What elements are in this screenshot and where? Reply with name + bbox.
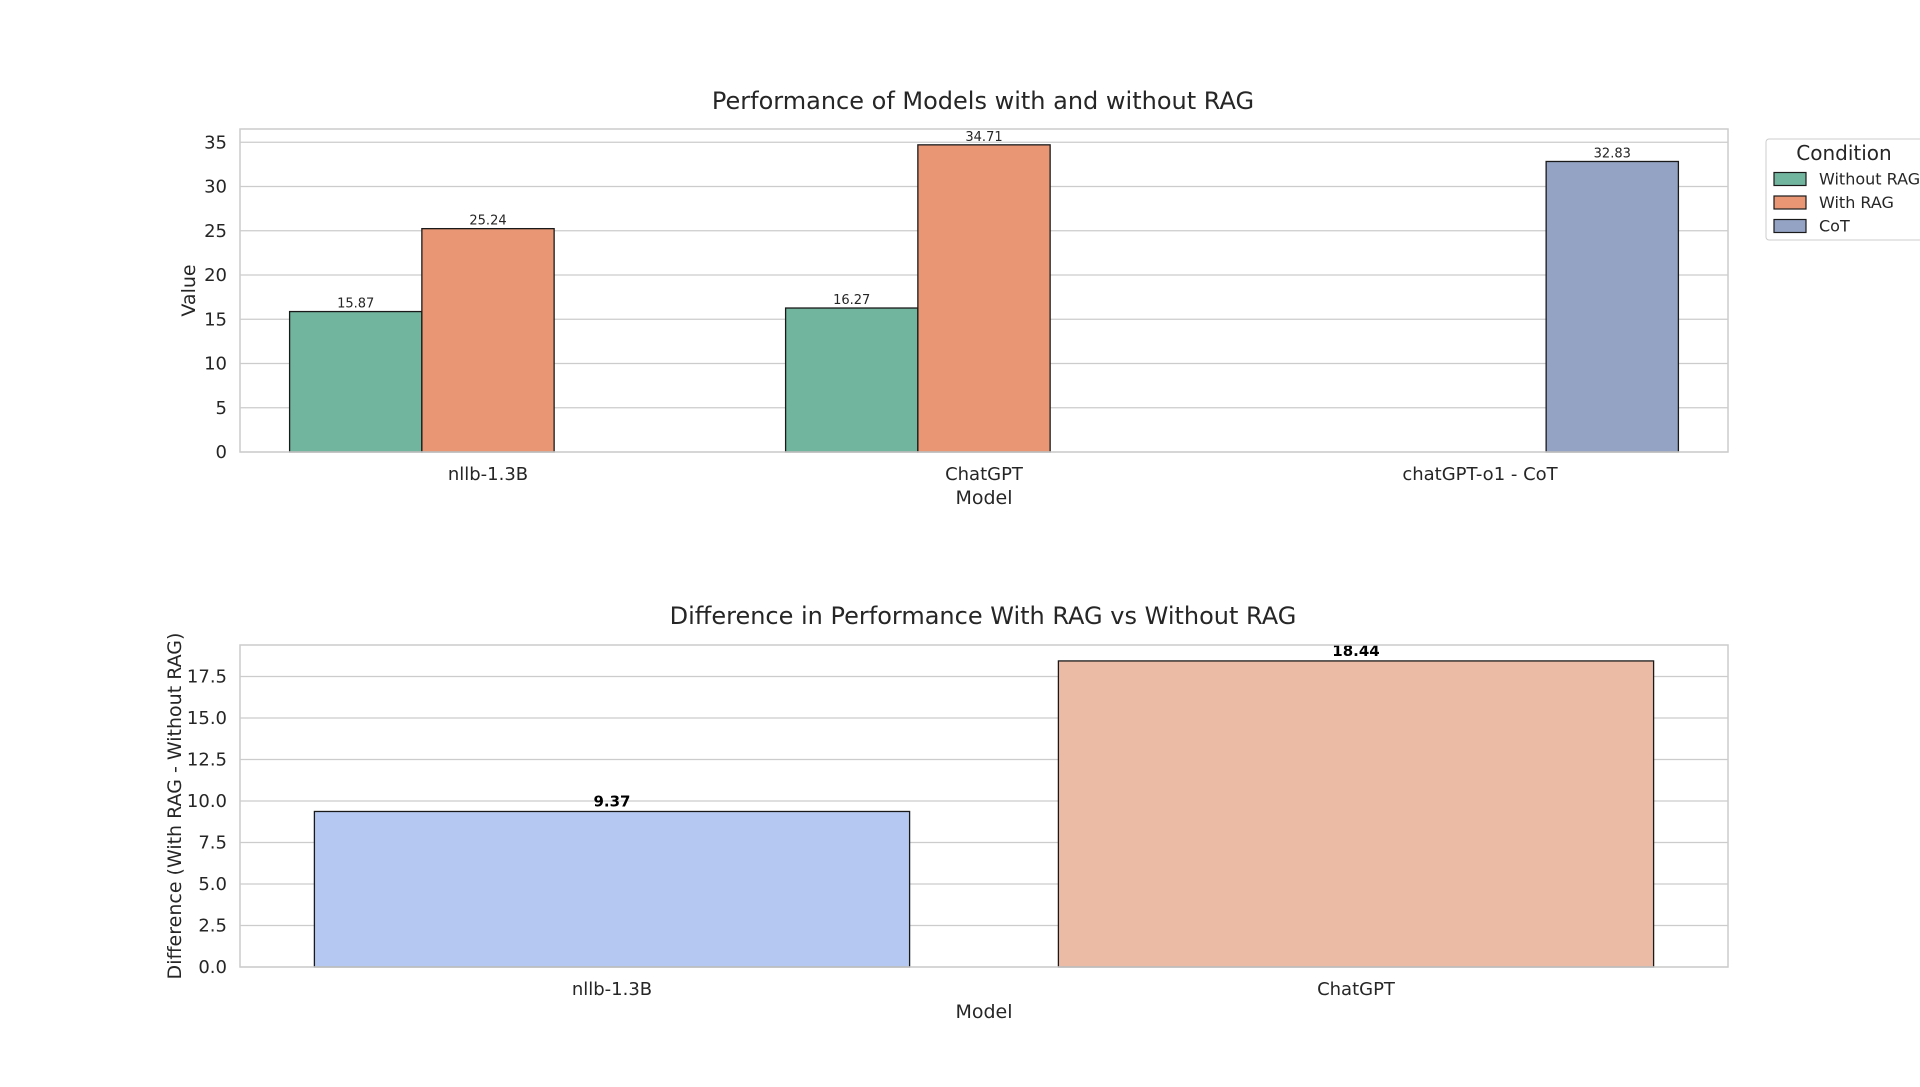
y-tick-label: 2.5 bbox=[198, 916, 227, 937]
plot-frame bbox=[239, 644, 1729, 968]
x-tick-labels: nllb-1.3B ChatGPT chatGPT-o1 - CoT bbox=[448, 464, 1559, 485]
y-tick-label: 30 bbox=[204, 177, 227, 198]
legend-swatch-without-rag bbox=[1773, 171, 1807, 187]
bar-without-rag-nllb-1-3b bbox=[288, 310, 423, 453]
bar-label: 25.24 bbox=[469, 214, 506, 229]
y-tick-label: 5.0 bbox=[198, 874, 227, 895]
legend: Condition Without RAG With RAG CoT bbox=[1765, 138, 1920, 241]
y-tick-label: 17.5 bbox=[187, 667, 227, 688]
chart-title: Difference in Performance With RAG vs Wi… bbox=[670, 602, 1297, 630]
x-axis-label: Model bbox=[955, 1001, 1012, 1023]
x-tick-label: ChatGPT bbox=[1317, 979, 1396, 1000]
bar-label: 9.37 bbox=[593, 792, 630, 810]
y-tick-label: 0 bbox=[216, 442, 227, 463]
bar-without-rag-chatgpt bbox=[784, 307, 919, 453]
y-tick-labels: 0 5 10 15 20 25 30 35 bbox=[204, 132, 227, 463]
x-tick-label: ChatGPT bbox=[945, 464, 1024, 485]
legend-title: Condition bbox=[1796, 141, 1891, 165]
legend-box bbox=[1765, 138, 1920, 241]
y-tick-label: 7.5 bbox=[198, 833, 227, 854]
x-tick-label: nllb-1.3B bbox=[572, 979, 652, 1000]
legend-entry: Without RAG bbox=[1819, 170, 1920, 189]
x-tick-label: nllb-1.3B bbox=[448, 464, 528, 485]
bar-label: 18.44 bbox=[1332, 642, 1379, 660]
bar-with-rag-chatgpt bbox=[917, 144, 1051, 453]
y-axis-label: Value bbox=[178, 264, 200, 316]
chart-performance: Performance of Models with and without R… bbox=[178, 87, 1920, 509]
bar-labels: 15.87 25.24 16.27 34.71 32.83 bbox=[337, 130, 1631, 312]
y-tick-label: 35 bbox=[204, 132, 227, 153]
y-tick-labels: 0.0 2.5 5.0 7.5 10.0 12.5 15.0 17.5 bbox=[187, 667, 227, 978]
y-tick-label: 15.0 bbox=[187, 708, 227, 729]
x-tick-label: chatGPT-o1 - CoT bbox=[1402, 464, 1558, 485]
y-tick-label: 5 bbox=[216, 398, 227, 419]
chart-title: Performance of Models with and without R… bbox=[712, 87, 1254, 115]
y-tick-label: 10 bbox=[204, 354, 227, 375]
bar-label: 16.27 bbox=[833, 293, 870, 308]
y-tick-label: 10.0 bbox=[187, 791, 227, 812]
y-tick-label: 25 bbox=[204, 221, 227, 242]
x-tick-labels: nllb-1.3B ChatGPT bbox=[572, 979, 1396, 1000]
legend-entry: CoT bbox=[1819, 217, 1850, 236]
bar-labels: 9.37 18.44 bbox=[593, 642, 1379, 811]
legend-entry: With RAG bbox=[1819, 193, 1894, 212]
bar-chatgpt bbox=[1057, 660, 1655, 968]
legend-swatch-with-rag bbox=[1773, 195, 1807, 210]
chart-difference: Difference in Performance With RAG vs Wi… bbox=[164, 602, 1729, 1023]
bar-label: 32.83 bbox=[1594, 146, 1631, 161]
x-axis-label: Model bbox=[955, 487, 1012, 509]
plot-frame bbox=[239, 128, 1729, 453]
bar-label: 34.71 bbox=[965, 130, 1002, 145]
y-axis-label: Difference (With RAG - Without RAG) bbox=[164, 633, 186, 980]
y-tick-label: 15 bbox=[204, 309, 227, 330]
legend-swatch-cot bbox=[1773, 218, 1807, 234]
y-tick-label: 0.0 bbox=[198, 957, 227, 978]
bar-cot-chatgpt-o1-cot bbox=[1545, 160, 1680, 453]
y-tick-label: 12.5 bbox=[187, 750, 227, 771]
bar-label: 15.87 bbox=[337, 297, 374, 312]
bars bbox=[288, 144, 1680, 453]
bar-nllb-1-3b bbox=[313, 810, 911, 968]
bar-with-rag-nllb-1-3b bbox=[421, 227, 555, 453]
bars bbox=[313, 660, 1655, 968]
y-tick-label: 20 bbox=[204, 265, 227, 286]
